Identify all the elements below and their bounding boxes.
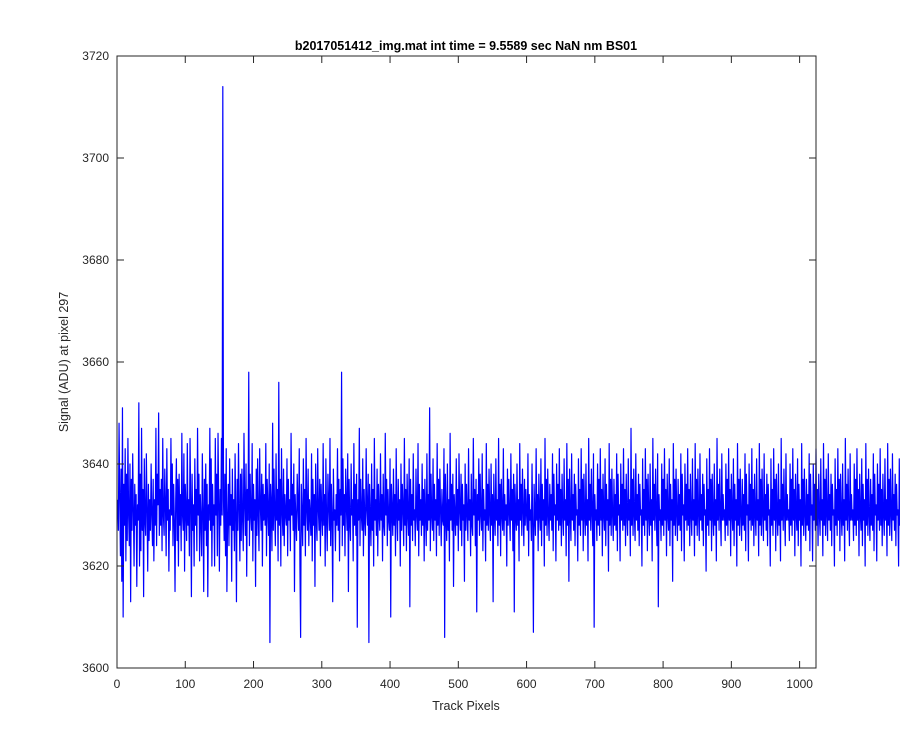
x-tick-label: 300 — [312, 677, 332, 691]
y-axis-label: Signal (ADU) at pixel 297 — [57, 292, 71, 432]
x-tick-label: 1000 — [786, 677, 813, 691]
y-tick-label: 3600 — [82, 661, 109, 675]
x-tick-label: 600 — [517, 677, 537, 691]
series-layer — [117, 85, 900, 644]
y-tick-label: 3680 — [82, 253, 109, 267]
y-tick-label: 3640 — [82, 457, 109, 471]
x-axis: 0 100 200 300 400 500 600 700 800 900 1000 — [114, 56, 813, 691]
x-tick-label: 700 — [585, 677, 605, 691]
y-tick-label: 3620 — [82, 559, 109, 573]
plot-area — [117, 56, 816, 668]
x-tick-label: 900 — [721, 677, 741, 691]
x-tick-label: 400 — [380, 677, 400, 691]
x-tick-label: 0 — [114, 677, 121, 691]
chart-title: b2017051412_img.mat int time = 9.5589 se… — [295, 39, 637, 53]
y-tick-label: 3700 — [82, 151, 109, 165]
series-line — [117, 85, 900, 644]
x-tick-label: 200 — [244, 677, 264, 691]
x-tick-label: 800 — [653, 677, 673, 691]
y-axis: 3600 3620 3640 3660 3680 3700 3720 — [82, 49, 816, 675]
x-axis-label: Track Pixels — [432, 699, 500, 713]
x-tick-label: 100 — [175, 677, 195, 691]
x-tick-label: 500 — [448, 677, 468, 691]
y-tick-label: 3720 — [82, 49, 109, 63]
y-tick-label: 3660 — [82, 355, 109, 369]
